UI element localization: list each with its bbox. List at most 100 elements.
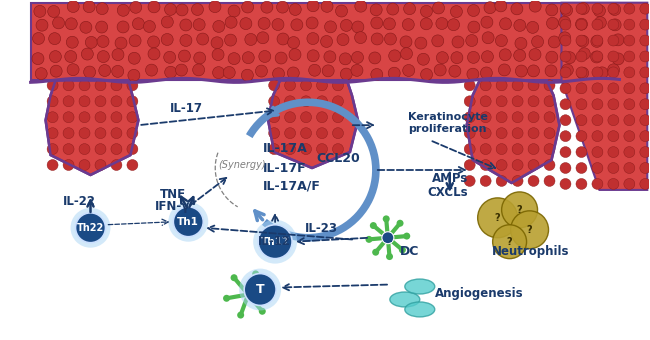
Text: AMPs: AMPs [432,172,468,185]
Circle shape [333,143,343,155]
Circle shape [96,21,108,33]
Text: T: T [256,283,265,296]
Circle shape [528,65,540,77]
Circle shape [164,66,177,78]
Circle shape [95,128,106,139]
Circle shape [464,159,475,170]
Circle shape [370,69,383,81]
Circle shape [242,52,254,64]
Circle shape [560,178,571,189]
Circle shape [80,21,92,33]
Circle shape [148,1,160,13]
Circle shape [228,5,240,17]
Circle shape [237,311,244,319]
Circle shape [624,83,635,94]
Circle shape [148,36,160,48]
Ellipse shape [405,279,435,294]
Circle shape [258,17,270,29]
Circle shape [561,4,573,16]
Circle shape [351,64,363,76]
Circle shape [578,48,590,60]
Circle shape [174,207,203,237]
Circle shape [480,96,491,107]
Circle shape [96,3,108,15]
Circle shape [370,17,383,29]
Circle shape [194,52,205,64]
Circle shape [576,115,587,126]
Circle shape [608,147,619,157]
Circle shape [268,80,280,91]
Circle shape [464,96,475,107]
Circle shape [369,52,381,64]
Text: IFN-γ: IFN-γ [155,200,190,213]
Text: Th22: Th22 [77,223,104,233]
Circle shape [95,112,106,123]
Circle shape [609,19,621,31]
Circle shape [47,159,58,170]
Circle shape [111,159,122,170]
Circle shape [321,0,333,12]
Circle shape [285,143,296,155]
Circle shape [239,269,281,310]
Circle shape [564,52,576,64]
Circle shape [608,163,619,173]
Circle shape [289,49,301,61]
Circle shape [608,178,619,189]
Circle shape [133,18,144,30]
Text: ?: ? [507,237,512,247]
Circle shape [223,295,230,302]
Circle shape [47,128,58,139]
Circle shape [47,143,58,155]
Circle shape [396,220,404,227]
Text: ?: ? [495,213,501,223]
Circle shape [252,270,259,277]
Circle shape [466,35,478,47]
Circle shape [79,159,90,170]
Circle shape [560,35,571,46]
Circle shape [65,18,77,30]
Circle shape [257,32,269,44]
Circle shape [560,51,571,62]
Circle shape [548,36,560,48]
Circle shape [495,35,508,47]
Circle shape [75,213,105,243]
Circle shape [560,67,571,78]
Circle shape [287,37,300,49]
Circle shape [496,80,507,91]
Circle shape [608,99,619,110]
Polygon shape [31,3,619,80]
Circle shape [111,80,122,91]
Circle shape [148,48,160,60]
Circle shape [300,128,311,139]
Circle shape [400,36,412,48]
Circle shape [333,112,343,123]
Circle shape [352,21,364,33]
Circle shape [500,18,512,30]
Polygon shape [46,80,138,175]
Circle shape [464,128,475,139]
Circle shape [480,112,491,123]
Circle shape [317,143,328,155]
Circle shape [112,65,124,77]
Circle shape [355,0,367,12]
Circle shape [275,52,287,64]
Circle shape [127,80,138,91]
Circle shape [464,175,475,186]
Circle shape [99,65,110,76]
Circle shape [95,80,106,91]
Circle shape [562,64,573,76]
Circle shape [339,53,351,65]
Text: DC: DC [400,245,419,258]
Circle shape [528,96,539,107]
Circle shape [355,32,367,44]
Circle shape [449,65,461,77]
Circle shape [592,51,603,62]
Circle shape [608,115,619,126]
Circle shape [34,5,46,17]
Circle shape [624,163,635,173]
Circle shape [484,2,496,14]
Circle shape [176,4,188,16]
Circle shape [640,178,650,189]
Circle shape [612,53,624,65]
Circle shape [576,19,587,30]
